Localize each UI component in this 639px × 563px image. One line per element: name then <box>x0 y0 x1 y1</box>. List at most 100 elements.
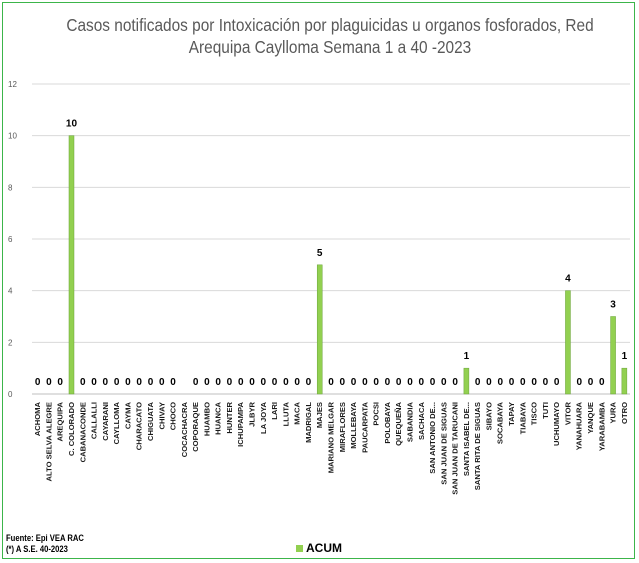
source-note: Fuente: Epi VEA RAC (*) A S.E. 40-2023 <box>6 533 84 555</box>
x-tick-label: SIBAYO <box>484 402 493 431</box>
x-tick-label: YANQUE <box>586 402 595 434</box>
data-label: 0 <box>430 377 436 388</box>
x-tick-label: VITOR <box>563 401 572 425</box>
y-tick-label: 8 <box>8 183 13 192</box>
data-label: 0 <box>114 377 120 388</box>
data-label: 0 <box>418 377 424 388</box>
bar <box>316 264 323 395</box>
data-label: 0 <box>543 377 549 388</box>
data-label: 0 <box>362 377 368 388</box>
x-tick-label: LARI <box>270 402 279 420</box>
y-tick-label: 4 <box>8 287 13 296</box>
x-tick-label: CABANACONDE <box>78 402 87 462</box>
x-tick-label: POCSI <box>372 402 381 426</box>
x-tick-label: HUAMBO <box>202 402 211 436</box>
x-tick-label: ICHUPAMPA <box>236 401 245 446</box>
data-label: 0 <box>227 377 233 388</box>
x-tick-label: CAYMA <box>123 401 132 429</box>
data-label: 0 <box>475 377 481 388</box>
data-label: 0 <box>554 377 560 388</box>
gridlines <box>32 83 630 395</box>
data-label: 0 <box>159 377 165 388</box>
x-tick-label: SAN JUAN DE TARUCANI <box>451 402 460 495</box>
x-tick-label: SAN ANTONIO DE... <box>428 402 437 474</box>
data-label: 0 <box>588 377 594 388</box>
chart-title-line-1: Casos notificados por Intoxicación por p… <box>66 15 594 35</box>
x-tick-label: CHARACATO <box>135 402 144 450</box>
data-label: 3 <box>610 300 616 311</box>
data-label: 0 <box>294 377 300 388</box>
data-label: 0 <box>576 377 582 388</box>
bar <box>565 290 571 395</box>
data-label: 0 <box>204 377 210 388</box>
x-tick-label: SAN JUAN DE SIGUAS <box>439 402 448 485</box>
data-label: 4 <box>565 274 571 285</box>
data-label: 0 <box>385 377 391 388</box>
data-label: 0 <box>148 377 154 388</box>
chart-title: Casos notificados por Intoxicación por p… <box>66 14 594 58</box>
x-tick-label: QUEQUEÑA <box>394 401 403 445</box>
data-label: 0 <box>452 377 458 388</box>
x-tick-label: MACA <box>293 401 302 424</box>
data-label: 0 <box>520 377 526 388</box>
bar <box>68 135 75 395</box>
data-label: 0 <box>215 377 221 388</box>
chart-title-line-2: Arequipa Caylloma Semana 1 a 40 -2023 <box>188 37 472 57</box>
data-label: 5 <box>317 248 323 259</box>
data-label: 0 <box>136 377 142 388</box>
x-tick-label: CALLALLI <box>90 402 99 439</box>
x-tick-label: HUANCA <box>214 401 223 434</box>
x-tick-label: OTRO <box>620 402 629 424</box>
source-line-2: (*) A S.E. 40-2023 <box>6 544 68 554</box>
x-tick-label: ACHOMA <box>33 401 42 436</box>
x-tick-label: SABANDIA <box>405 401 414 442</box>
x-tick-label: CAYARANI <box>101 402 110 441</box>
bars <box>68 135 628 395</box>
x-tick-label: LLUTA <box>281 401 290 426</box>
x-tick-label: POLOBAYA <box>383 401 392 443</box>
data-label: 0 <box>103 377 109 388</box>
x-tick-label: MIRAFLORES <box>338 402 347 452</box>
data-label: 0 <box>497 377 503 388</box>
data-label: 0 <box>306 377 312 388</box>
x-tick-label: LA JOYA <box>259 401 268 433</box>
y-tick-label: 10 <box>8 132 17 141</box>
x-tick-label: PAUCARPATA <box>360 401 369 452</box>
x-tick-label: TAPAY <box>507 402 516 426</box>
legend: ACUM <box>296 541 342 555</box>
x-tick-label: UCHUMAYO <box>552 402 561 446</box>
data-label: 0 <box>351 377 357 388</box>
data-label: 0 <box>486 377 492 388</box>
data-label: 0 <box>57 377 63 388</box>
x-tick-label: COCACHACRA <box>180 401 189 457</box>
x-tick-label: MAJES <box>315 402 324 428</box>
x-tick-label: JLBYR <box>248 401 257 426</box>
data-label: 0 <box>91 377 97 388</box>
data-label: 1 <box>622 351 628 362</box>
x-tick-label: MARIANO MELGAR <box>327 401 336 473</box>
legend-label: ACUM <box>306 541 342 555</box>
data-label: 0 <box>441 377 447 388</box>
x-tick-label: TIABAYA <box>518 401 527 434</box>
x-tick-label: CHIGUATA <box>146 401 155 440</box>
data-label: 0 <box>531 377 537 388</box>
x-tick-label: SANTA ISABEL DE... <box>462 402 471 476</box>
y-tick-label: 12 <box>8 80 17 89</box>
data-label: 0 <box>340 377 346 388</box>
x-tick-label: AREQUIPA <box>56 401 65 441</box>
data-label: 0 <box>238 377 244 388</box>
y-tick-label: 0 <box>8 390 13 399</box>
data-label: 0 <box>373 377 379 388</box>
data-label: 0 <box>261 377 267 388</box>
x-tick-label: MADRIGAL <box>304 402 313 443</box>
data-label: 0 <box>35 377 41 388</box>
data-label: 0 <box>407 377 413 388</box>
x-tick-label: CHIVAY <box>157 402 166 429</box>
x-tick-label: CHOCO <box>169 402 178 430</box>
x-tick-label: C. COLORADO <box>67 402 76 456</box>
x-tick-label: SOCABAYA <box>496 401 505 444</box>
data-label: 0 <box>249 377 255 388</box>
x-tick-label: YANAHUARA <box>575 401 584 450</box>
x-tick-label: SACHACA <box>417 401 426 439</box>
